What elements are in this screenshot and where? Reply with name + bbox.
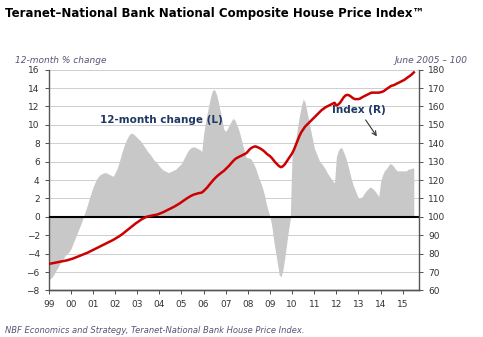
- Text: Index (R): Index (R): [332, 105, 386, 135]
- Text: June 2005 – 100: June 2005 – 100: [395, 56, 468, 65]
- Text: NBF Economics and Strategy, Teranet-National Bank House Price Index.: NBF Economics and Strategy, Teranet-Nati…: [5, 326, 304, 335]
- Text: 12-month change (L): 12-month change (L): [99, 115, 222, 125]
- Text: Teranet–National Bank National Composite House Price Index™: Teranet–National Bank National Composite…: [5, 7, 424, 20]
- Text: 12-month % change: 12-month % change: [15, 56, 107, 65]
